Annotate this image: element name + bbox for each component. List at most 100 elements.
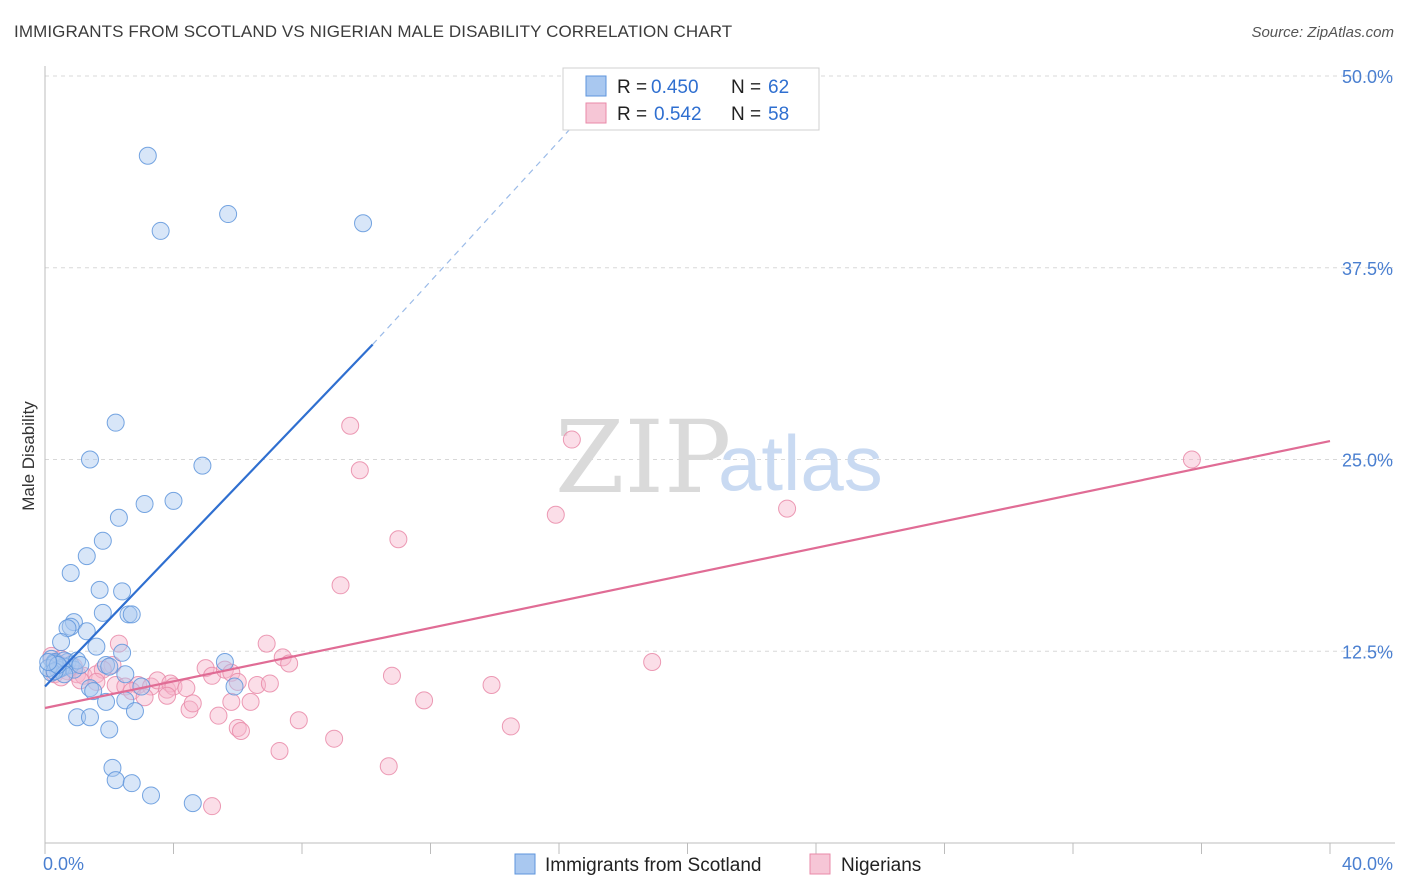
scotland-point [80,450,99,469]
legend-swatch-blue [585,75,607,97]
nigerian-point [248,675,267,694]
y-tick-label: 37.5% [1342,259,1393,279]
nigerian-point [196,659,215,678]
nigerian-point [379,757,398,776]
nigerian-point [331,576,350,595]
tick-labels: 12.5% 25.0% 37.5% 50.0% 0.0% 40.0% [43,67,1393,874]
watermark: ZIP atlas [555,399,883,516]
legend-n-label-1: N = [731,77,761,98]
watermark-zip: ZIP [555,399,731,516]
legend-n-value-1: 62 [768,77,789,98]
scotland-point [122,774,141,793]
scotland-point [151,221,170,240]
legend-n-label-2: N = [731,104,761,125]
series-legend-swatch-nigerians [809,853,831,875]
scotland-point [109,508,128,527]
nigerian-point [257,634,276,653]
scotland-point [125,702,144,721]
trend-lines [44,98,1331,710]
y-tick-label: 12.5% [1342,642,1393,662]
legend-swatch-pink [585,102,607,124]
scotland-point [142,786,161,805]
scotland-point [135,494,154,513]
scotland-point [71,656,90,675]
legend-r-value-2: 0.542 [654,104,702,125]
scotland-point [215,652,234,671]
scotland-point [193,456,212,475]
scotland-point [106,771,125,790]
nigerian-point [341,416,360,435]
legend-r-label-2: R = [617,104,647,125]
y-tick-label: 50.0% [1342,67,1393,87]
nigerian-point [415,691,434,710]
nigerian-point [203,797,222,816]
scotland-point [52,633,71,652]
legend-n-value-2: 58 [768,104,789,125]
scotland-trend-line-extension [372,98,598,345]
scotland-point [77,622,96,641]
x-tick-label-min: 0.0% [43,854,84,874]
scotland-point [100,720,119,739]
nigerian-point [546,505,565,524]
scotland-trend-line [44,343,374,688]
nigerian-point [231,722,250,741]
scotland-point [68,708,87,727]
nigerian-point [289,711,308,730]
scotland-point [116,665,135,684]
scotland-point [97,656,116,675]
scotland-point [183,794,202,813]
correlation-legend: R = 0.450 N = 62 R = 0.542 N = 58 [562,67,820,131]
y-axis-label: Male Disability [19,401,38,511]
scotland-point [80,679,99,698]
nigerian-point [241,692,260,711]
nigerian-point [778,499,797,518]
nigerian-point [177,679,196,698]
nigerian-point [562,430,581,449]
scotland-point [225,677,244,696]
legend-r-value-1: 0.450 [651,77,699,98]
scotland-point [93,531,112,550]
nigerian-point [103,656,122,675]
nigerian-point [71,671,90,690]
gridlines [45,75,1395,652]
series-legend-label-scotland: Immigrants from Scotland [545,855,761,876]
x-tick-label-max: 40.0% [1342,854,1393,874]
scotland-point [100,657,119,676]
legend-r-label-1: R = [617,77,647,98]
nigerian-point [389,530,408,549]
scotland-point [80,708,99,727]
nigerian-point [350,461,369,480]
nigerian-point [501,717,520,736]
nigerian-point [209,706,228,725]
scotland-point [97,692,116,711]
nigerian-trend-line [44,440,1331,710]
nigerian-point [260,674,279,693]
nigerian-point [183,694,202,713]
nigerian-point [1182,450,1201,469]
scotland-point [354,214,373,233]
scotland-point [61,564,80,583]
series-legend-label-nigerians: Nigerians [841,855,921,876]
scotland-point [164,491,183,510]
scotland-point [106,413,125,432]
nigerian-point [135,688,154,707]
chart-title: IMMIGRANTS FROM SCOTLAND VS NIGERIAN MAL… [14,22,733,41]
y-tick-label: 25.0% [1342,451,1393,471]
series-legend: Immigrants from Scotland Nigerians [514,853,921,876]
scotland-point [113,643,132,662]
scotland-point [93,603,112,622]
nigerian-point [222,692,241,711]
nigerian-point [228,718,247,737]
source-credit: Source: ZipAtlas.com [1251,24,1394,41]
scotland-point [84,682,103,701]
scotland-point [138,146,157,165]
scotland-point [77,547,96,566]
data-points [39,146,1201,816]
nigerian-point [158,686,177,705]
scotland-point [87,637,106,656]
watermark-atlas: atlas [718,419,883,507]
nigerian-point [482,675,501,694]
scotland-point [90,580,109,599]
nigerian-point [270,741,289,760]
